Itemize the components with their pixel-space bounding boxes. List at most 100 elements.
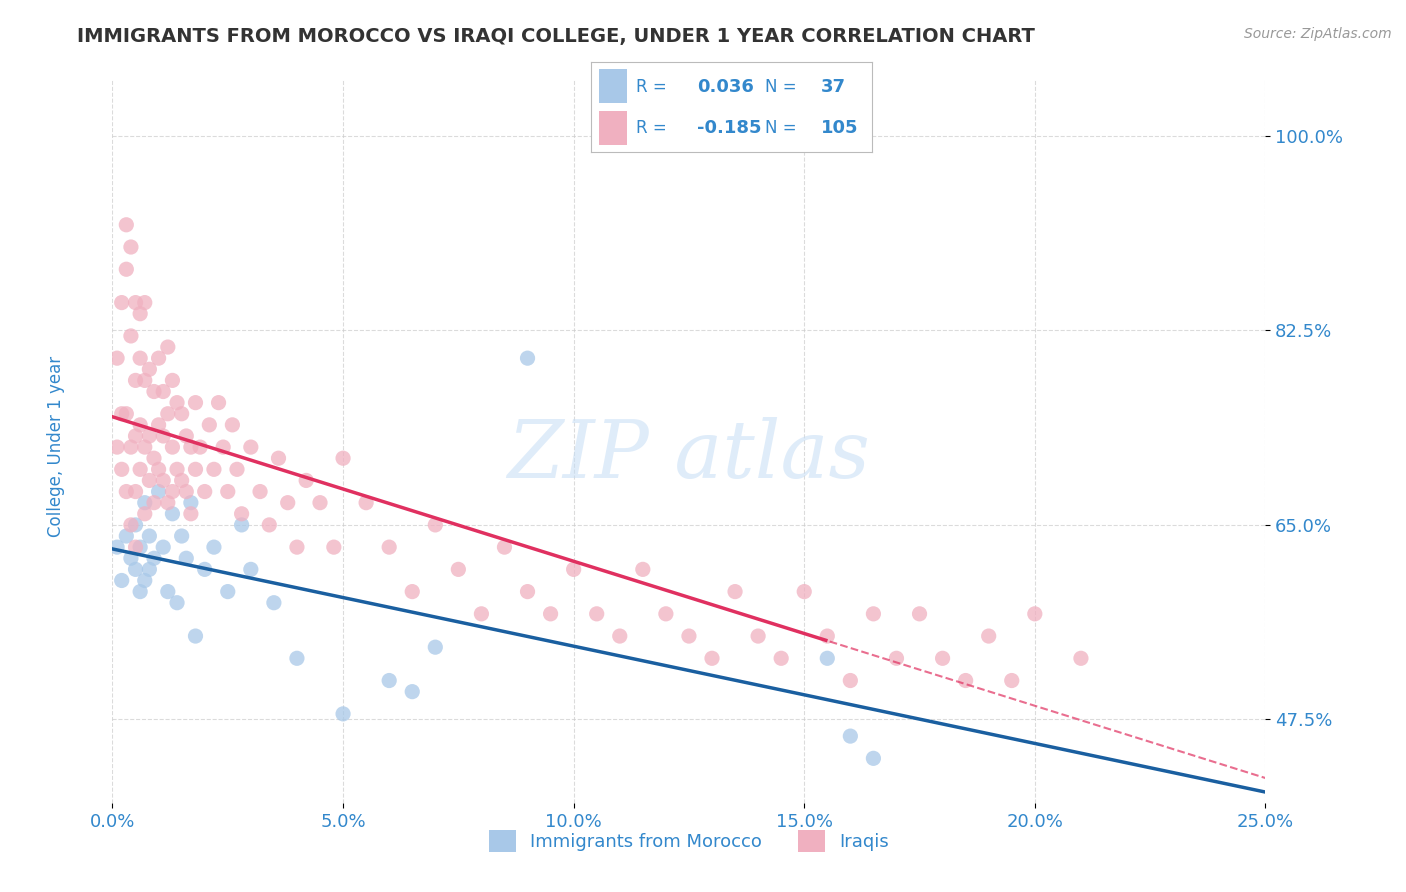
Point xyxy=(105,440,128,454)
Point xyxy=(129,540,152,554)
Point xyxy=(129,462,152,476)
Point xyxy=(143,496,166,510)
Point xyxy=(170,407,193,421)
Point xyxy=(231,507,253,521)
Point xyxy=(111,295,134,310)
Point xyxy=(138,529,160,543)
Point xyxy=(105,540,128,554)
Point xyxy=(198,417,221,432)
Point xyxy=(425,517,447,532)
Point xyxy=(111,574,134,588)
Point xyxy=(886,651,908,665)
Point xyxy=(184,462,207,476)
Point xyxy=(124,562,146,576)
Point xyxy=(120,440,142,454)
Point xyxy=(152,429,174,443)
Point xyxy=(138,362,160,376)
Point xyxy=(217,484,239,499)
Point xyxy=(631,562,654,576)
Point xyxy=(332,706,354,721)
Point xyxy=(129,584,152,599)
Point xyxy=(194,484,217,499)
Point xyxy=(285,651,308,665)
Point xyxy=(124,484,146,499)
Point xyxy=(143,451,166,466)
Point xyxy=(815,651,838,665)
Point xyxy=(277,496,299,510)
Point xyxy=(115,262,138,277)
Point xyxy=(152,384,174,399)
Point xyxy=(770,651,793,665)
Point xyxy=(166,462,188,476)
Point xyxy=(115,407,138,421)
Point xyxy=(138,429,160,443)
Point xyxy=(148,484,170,499)
Point xyxy=(309,496,332,510)
Point xyxy=(129,307,152,321)
Point xyxy=(221,417,243,432)
Point xyxy=(378,673,401,688)
Point xyxy=(156,496,179,510)
Point xyxy=(249,484,271,499)
Point xyxy=(931,651,953,665)
Text: N =: N = xyxy=(765,119,796,136)
Point xyxy=(170,474,193,488)
Point xyxy=(129,351,152,366)
Point xyxy=(115,529,138,543)
Point xyxy=(955,673,977,688)
Point xyxy=(134,496,156,510)
Point xyxy=(285,540,308,554)
FancyBboxPatch shape xyxy=(599,69,627,103)
Point xyxy=(156,340,179,354)
Text: R =: R = xyxy=(636,78,666,95)
Point xyxy=(447,562,470,576)
Point xyxy=(105,351,128,366)
Point xyxy=(267,451,290,466)
Point xyxy=(111,407,134,421)
Point xyxy=(174,551,197,566)
Point xyxy=(156,407,179,421)
Point xyxy=(120,517,142,532)
Point xyxy=(540,607,562,621)
Text: 105: 105 xyxy=(821,119,859,136)
Point xyxy=(263,596,285,610)
Point xyxy=(120,240,142,254)
Point xyxy=(815,629,838,643)
Point xyxy=(908,607,931,621)
Point xyxy=(152,540,174,554)
Point xyxy=(212,440,235,454)
Point xyxy=(401,584,423,599)
Point xyxy=(585,607,607,621)
Text: Source: ZipAtlas.com: Source: ZipAtlas.com xyxy=(1244,27,1392,41)
Point xyxy=(124,429,146,443)
Point xyxy=(134,373,156,387)
Point xyxy=(180,496,202,510)
Point xyxy=(162,373,184,387)
Point xyxy=(115,218,138,232)
Point xyxy=(295,474,318,488)
Point xyxy=(862,751,884,765)
Point xyxy=(174,429,197,443)
Point xyxy=(239,562,262,576)
Point xyxy=(678,629,700,643)
Point xyxy=(180,440,202,454)
Point xyxy=(124,517,146,532)
Point xyxy=(470,607,492,621)
Legend: Immigrants from Morocco, Iraqis: Immigrants from Morocco, Iraqis xyxy=(481,822,897,859)
Point xyxy=(724,584,747,599)
Point xyxy=(152,474,174,488)
Point xyxy=(793,584,815,599)
Text: IMMIGRANTS FROM MOROCCO VS IRAQI COLLEGE, UNDER 1 YEAR CORRELATION CHART: IMMIGRANTS FROM MOROCCO VS IRAQI COLLEGE… xyxy=(77,27,1035,45)
Point xyxy=(1070,651,1092,665)
Point xyxy=(120,329,142,343)
Point xyxy=(655,607,678,621)
Text: N =: N = xyxy=(765,78,796,95)
Point xyxy=(124,540,146,554)
Point xyxy=(839,673,862,688)
Point xyxy=(322,540,344,554)
Point xyxy=(174,484,197,499)
Point xyxy=(138,474,160,488)
Point xyxy=(111,462,134,476)
Point xyxy=(180,507,202,521)
Point xyxy=(134,440,156,454)
